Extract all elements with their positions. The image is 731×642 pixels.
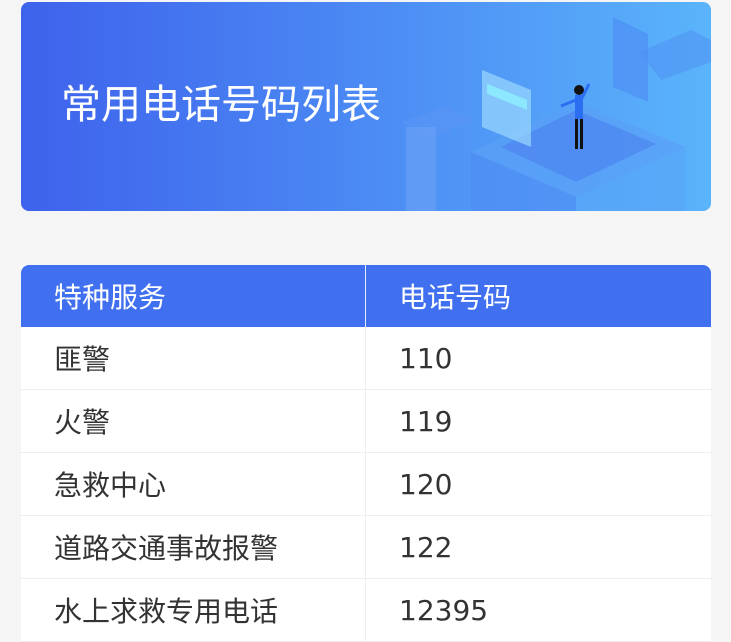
table-row: 火警 119 [21, 389, 711, 453]
header-phone: 电话号码 [399, 281, 512, 314]
service-cell: 水上求救专用电话 [21, 578, 366, 642]
phone-table: 特种服务 电话号码 匪警 110 火警 119 急救中心 120 道路交通事故报警 12… [21, 265, 711, 642]
table-row: 道路交通事故报警 122 [21, 515, 711, 579]
phone-cell: 12395 [365, 578, 711, 642]
isometric-illustration [401, 17, 711, 211]
table-header-row: 特种服务 电话号码 [21, 265, 711, 327]
service-cell: 道路交通事故报警 [21, 515, 366, 579]
phone-cell: 120 [365, 452, 711, 516]
phone-cell: 122 [365, 515, 711, 579]
phone-cell: 110 [365, 327, 711, 390]
banner: 常用电话号码列表 [21, 2, 711, 211]
phone-cell: 119 [365, 389, 711, 453]
service-cell: 急救中心 [21, 452, 366, 516]
table-row: 水上求救专用电话 12395 [21, 578, 711, 642]
table-row: 急救中心 120 [21, 452, 711, 516]
service-cell: 匪警 [21, 327, 366, 390]
table-row: 匪警 110 [21, 327, 711, 390]
service-cell: 火警 [21, 389, 366, 453]
header-service: 特种服务 [21, 265, 366, 327]
page-title: 常用电话号码列表 [61, 82, 381, 128]
